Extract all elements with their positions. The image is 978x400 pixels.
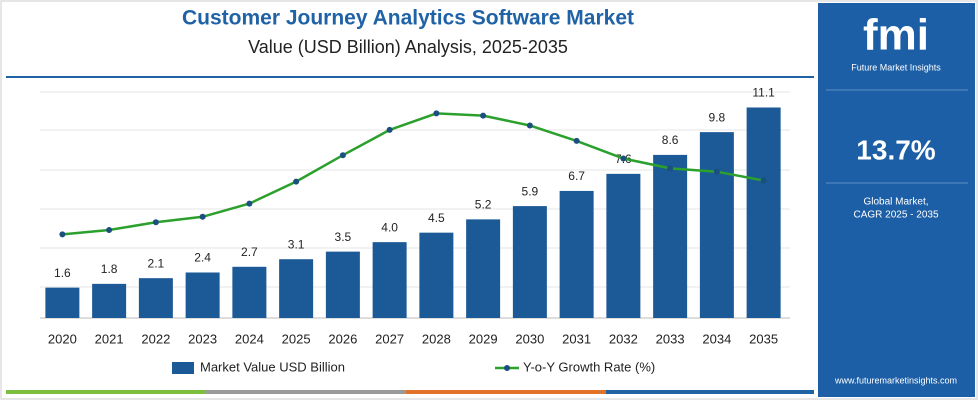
- x-tick-label: 2026: [328, 331, 357, 346]
- growth-point: [573, 137, 580, 144]
- x-tick-label: 2023: [188, 331, 217, 346]
- cagr: 13.7%: [856, 134, 935, 165]
- growth-point: [713, 168, 720, 175]
- bar: [138, 278, 173, 318]
- x-tick-label: 2029: [469, 331, 498, 346]
- growth-point: [339, 152, 346, 159]
- growth-point: [620, 155, 627, 162]
- value-label: 8.6: [662, 133, 679, 147]
- growth-point: [59, 231, 66, 238]
- x-tick-label: 2031: [562, 331, 591, 346]
- x-tick-label: 2021: [95, 331, 124, 346]
- x-tick-label: 2022: [141, 331, 170, 346]
- chart-subtitle: Value (USD Billion) Analysis, 2025-2035: [248, 37, 568, 57]
- legend-swatch: [504, 365, 510, 371]
- brand: Future Market Insights: [851, 62, 941, 72]
- bar: [746, 107, 781, 318]
- growth-point: [246, 200, 253, 207]
- value-label: 6.7: [568, 169, 585, 183]
- value-label: 5.2: [475, 198, 492, 212]
- growth-point: [433, 110, 440, 117]
- bar: [185, 272, 220, 318]
- x-tick-label: 2024: [235, 331, 264, 346]
- bar: [466, 219, 501, 318]
- footer-stripe: [6, 390, 206, 394]
- x-tick-label: 2033: [656, 331, 685, 346]
- value-label: 3.1: [288, 237, 305, 251]
- sidebar: [818, 3, 975, 397]
- value-label: 1.6: [54, 266, 71, 280]
- bar: [92, 283, 127, 318]
- value-label: 11.1: [752, 86, 775, 100]
- x-tick-label: 2035: [749, 331, 778, 346]
- chart-title: Customer Journey Analytics Software Mark…: [182, 7, 634, 30]
- growth-point: [386, 126, 393, 133]
- bar: [653, 154, 688, 318]
- growth-point: [106, 227, 113, 233]
- logo: fmi: [863, 11, 929, 60]
- value-label: 2.4: [194, 251, 211, 265]
- value-label: 4.0: [381, 220, 398, 234]
- growth-point: [526, 122, 533, 129]
- bar: [419, 232, 454, 318]
- growth-point: [667, 165, 674, 172]
- growth-point: [152, 219, 159, 226]
- bar: [559, 190, 594, 318]
- x-tick-label: 2028: [422, 331, 451, 346]
- bar: [325, 251, 360, 318]
- bar: [279, 259, 314, 318]
- value-label: 1.8: [101, 262, 118, 276]
- x-tick-label: 2032: [609, 331, 638, 346]
- growth-point: [199, 213, 206, 220]
- growth-point: [293, 178, 300, 185]
- growth-point: [760, 177, 767, 184]
- caption: CAGR 2025 - 2035: [853, 210, 938, 221]
- x-tick-label: 2027: [375, 331, 404, 346]
- footer-stripe: [406, 390, 606, 394]
- bar: [372, 242, 407, 318]
- legend-label: Market Value USD Billion: [200, 359, 345, 374]
- bar: [699, 132, 734, 318]
- x-tick-label: 2034: [702, 331, 731, 346]
- legend-label: Y-o-Y Growth Rate (%): [523, 359, 655, 374]
- growth-point: [480, 112, 487, 119]
- value-label: 4.5: [428, 211, 445, 225]
- value-label: 5.9: [522, 184, 539, 198]
- bar: [45, 287, 80, 318]
- value-label: 2.7: [241, 245, 258, 259]
- website: www.futuremarketinsights.com: [834, 375, 957, 385]
- bar: [606, 173, 641, 318]
- legend-swatch: [172, 362, 194, 374]
- value-label: 9.8: [709, 110, 726, 124]
- bar: [512, 206, 547, 318]
- value-label: 2.1: [148, 256, 165, 270]
- x-tick-label: 2020: [48, 331, 77, 346]
- footer-stripe: [206, 390, 406, 394]
- footer-stripe: [606, 390, 814, 394]
- x-tick-label: 2030: [515, 331, 544, 346]
- growth-line: [62, 112, 764, 236]
- caption: Global Market,: [863, 197, 928, 208]
- x-tick-label: 2025: [282, 331, 311, 346]
- value-label: 3.5: [335, 230, 352, 244]
- bar: [232, 266, 267, 318]
